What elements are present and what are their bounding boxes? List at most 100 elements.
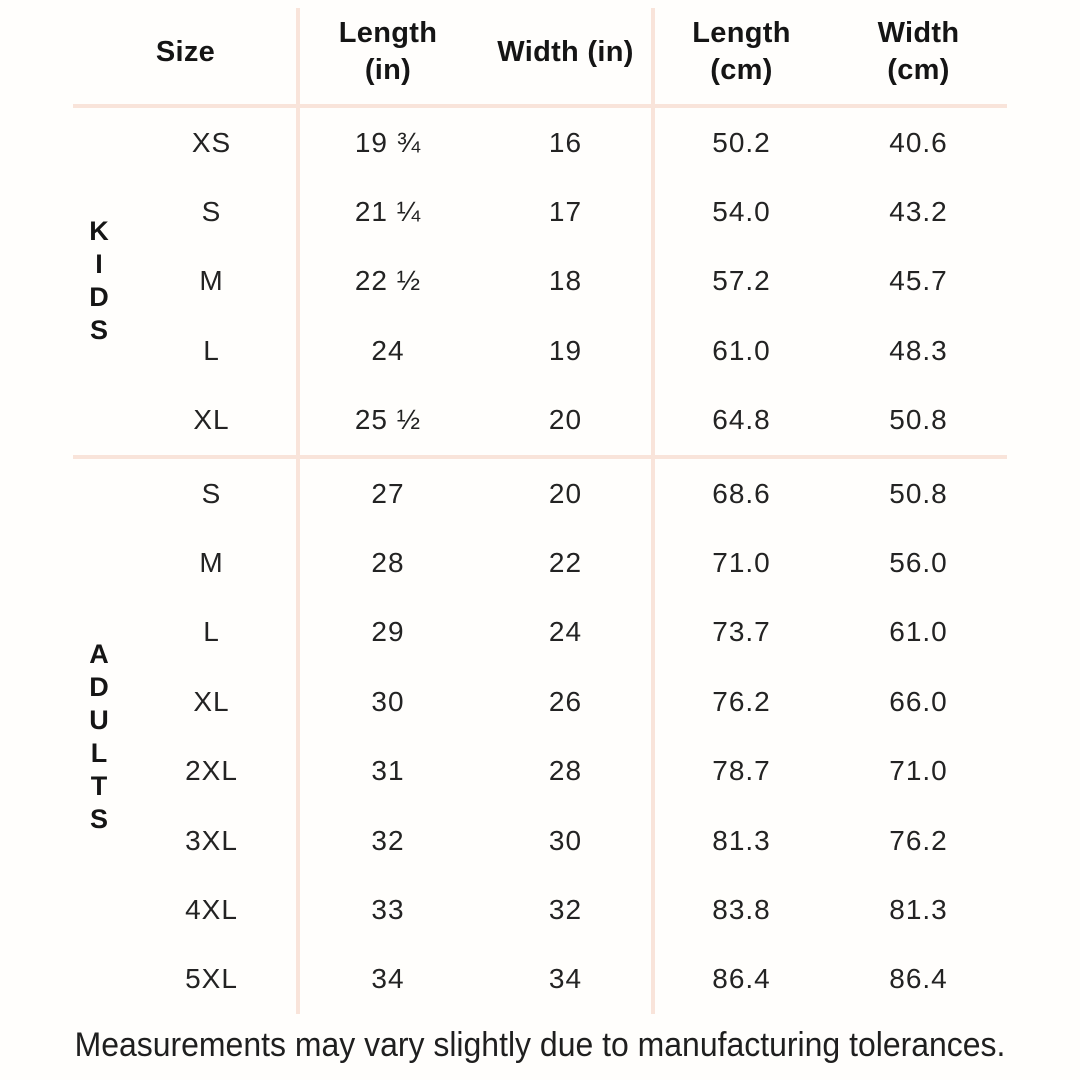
header-label-line: (in) xyxy=(364,54,412,86)
group-letter: S xyxy=(89,315,108,346)
cell-size: 5XL xyxy=(185,963,238,995)
header-label-line: Size xyxy=(155,35,216,68)
header-cell-length-in: Length (in) xyxy=(298,0,478,104)
cell-length-in: 34 xyxy=(371,963,405,995)
cell-length-cm: 61.0 xyxy=(712,334,771,366)
cell-width-cm: 61.0 xyxy=(889,616,948,648)
cell-length-in: 28 xyxy=(371,547,405,579)
cell-length-in: 29 xyxy=(371,616,405,648)
cell-length-in: 30 xyxy=(371,685,405,717)
cell-width-in: 20 xyxy=(548,477,583,509)
group-letter: L xyxy=(90,737,108,768)
cell-width-in: 18 xyxy=(548,265,583,297)
cell-length-in: 19 ¾ xyxy=(354,126,422,158)
header-cell-width-in: Width (in) xyxy=(478,0,653,104)
cell-width-in: 26 xyxy=(548,685,583,717)
group-letter: I xyxy=(95,249,103,280)
group-letter: A xyxy=(89,638,109,669)
cell-length-cm: 71.0 xyxy=(712,547,771,579)
cell-length-cm: 64.8 xyxy=(712,404,771,436)
column-divider-2 xyxy=(651,8,655,1014)
header-cell-length-cm: Length (cm) xyxy=(653,0,830,104)
cell-length-in: 21 ¼ xyxy=(354,196,422,228)
cell-length-cm: 68.6 xyxy=(712,477,771,509)
cell-size: XS xyxy=(191,126,232,158)
table-row: S 21 ¼ 17 54.0 43.2 xyxy=(125,177,1007,246)
cell-width-in: 16 xyxy=(548,126,583,158)
cell-width-cm: 81.3 xyxy=(889,893,948,925)
group-letter: U xyxy=(89,704,109,735)
cell-size: S xyxy=(201,477,222,509)
cell-length-in: 32 xyxy=(371,824,405,856)
header-label-line: (cm) xyxy=(887,54,950,86)
cell-width-cm: 43.2 xyxy=(889,196,948,228)
cell-length-cm: 78.7 xyxy=(712,755,771,787)
cell-size: L xyxy=(203,334,220,366)
cell-width-in: 19 xyxy=(548,334,583,366)
cell-size: 2XL xyxy=(185,755,238,787)
cell-size: L xyxy=(203,616,220,648)
cell-size: XL xyxy=(193,685,230,717)
table-row: L 24 19 61.0 48.3 xyxy=(125,316,1007,385)
cell-width-in: 30 xyxy=(548,824,583,856)
cell-length-in: 24 xyxy=(371,334,405,366)
cell-width-cm: 50.8 xyxy=(889,477,948,509)
cell-width-in: 24 xyxy=(548,616,583,648)
cell-width-cm: 45.7 xyxy=(889,265,948,297)
table-row: 4XL 33 32 83.8 81.3 xyxy=(125,875,1007,944)
cell-width-cm: 40.6 xyxy=(889,126,948,158)
cell-length-in: 25 ½ xyxy=(354,404,422,436)
cell-length-cm: 86.4 xyxy=(712,963,771,995)
group-letter: S xyxy=(89,803,108,834)
cell-length-in: 22 ½ xyxy=(354,265,422,297)
header-cell-size: Size xyxy=(73,0,298,104)
cell-width-cm: 56.0 xyxy=(889,547,948,579)
cell-width-in: 22 xyxy=(548,547,583,579)
header-divider xyxy=(73,104,1007,108)
footnote-text: Measurements may vary slightly due to ma… xyxy=(74,1026,1006,1064)
header-row: Size Length (in) Width (in) Length (cm) Width (… xyxy=(73,0,1007,104)
group-letter: D xyxy=(89,671,109,702)
cell-length-cm: 54.0 xyxy=(712,196,771,228)
column-divider-1 xyxy=(296,8,300,1014)
group-letter: D xyxy=(89,282,109,313)
table-row: M 22 ½ 18 57.2 45.7 xyxy=(125,247,1007,316)
cell-size: S xyxy=(201,196,222,228)
cell-width-in: 17 xyxy=(548,196,583,228)
table-row: S 27 20 68.6 50.8 xyxy=(125,459,1007,528)
cell-width-in: 34 xyxy=(548,963,583,995)
cell-length-cm: 81.3 xyxy=(712,824,771,856)
table-row: 2XL 31 28 78.7 71.0 xyxy=(125,737,1007,806)
header-cell-width-cm: Width (cm) xyxy=(830,0,1007,104)
cell-length-in: 27 xyxy=(371,477,405,509)
cell-width-in: 32 xyxy=(548,893,583,925)
table-row: L 29 24 73.7 61.0 xyxy=(125,598,1007,667)
cell-length-cm: 76.2 xyxy=(712,685,771,717)
table-row: XL 30 26 76.2 66.0 xyxy=(125,667,1007,736)
group-letter: K xyxy=(89,216,109,247)
cell-size: M xyxy=(199,265,224,297)
table-row: 5XL 34 34 86.4 86.4 xyxy=(125,945,1007,1014)
cell-length-in: 33 xyxy=(371,893,405,925)
table-row: M 28 22 71.0 56.0 xyxy=(125,528,1007,597)
cell-size: XL xyxy=(193,404,230,436)
cell-width-cm: 66.0 xyxy=(889,685,948,717)
cell-width-cm: 50.8 xyxy=(889,404,948,436)
table-row: XS 19 ¾ 16 50.2 40.6 xyxy=(125,108,1007,177)
cell-length-cm: 73.7 xyxy=(712,616,771,648)
cell-width-cm: 48.3 xyxy=(889,334,948,366)
cell-width-cm: 86.4 xyxy=(889,963,948,995)
cell-length-cm: 57.2 xyxy=(712,265,771,297)
cell-length-cm: 50.2 xyxy=(712,126,771,158)
header-label-line: Width (in) xyxy=(497,35,634,68)
section-divider xyxy=(73,454,1007,459)
cell-size: M xyxy=(199,547,224,579)
cell-width-cm: 76.2 xyxy=(889,824,948,856)
size-table: Size Length (in) Width (in) Length (cm) Width (… xyxy=(73,0,1007,1014)
cell-width-cm: 71.0 xyxy=(889,755,948,787)
